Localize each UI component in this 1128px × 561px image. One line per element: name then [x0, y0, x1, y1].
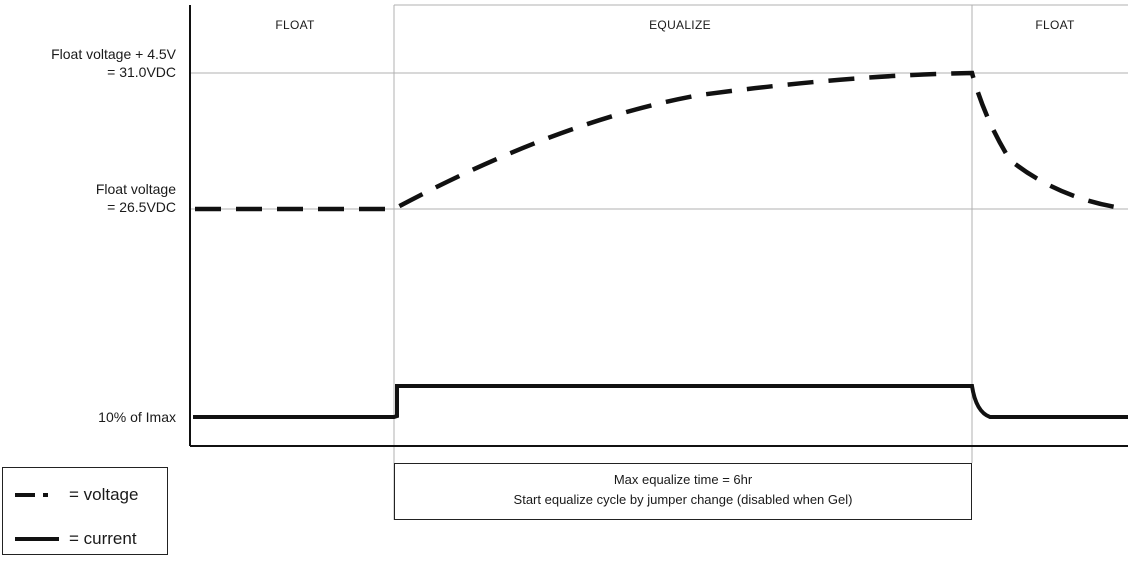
voltage-curve — [195, 70, 1128, 212]
label-high-voltage-line2: = 31.0VDC — [107, 64, 176, 80]
legend: = voltage = current — [2, 467, 168, 555]
legend-current-label: = current — [69, 529, 137, 548]
label-high-voltage-line1: Float voltage + 4.5V — [51, 46, 176, 62]
dashed-line-icon — [15, 493, 48, 497]
legend-voltage: = voltage — [13, 483, 138, 507]
equalize-note-box: Max equalize time = 6hr Start equalize c… — [394, 463, 972, 520]
legend-current: = current — [13, 527, 137, 551]
label-float-voltage-line2: = 26.5VDC — [107, 199, 176, 215]
solid-line-icon — [15, 537, 59, 541]
legend-voltage-label: = voltage — [69, 485, 139, 504]
label-high-voltage: Float voltage + 4.5V = 31.0VDC — [0, 45, 176, 81]
note-line1: Max equalize time = 6hr — [613, 472, 753, 487]
label-current-level: 10% of Imax — [98, 409, 176, 425]
note-line2: Start equalize cycle by jumper change (d… — [513, 492, 853, 507]
current-curve — [193, 384, 1128, 419]
phase-float-left: FLOAT — [275, 18, 315, 32]
phase-equalize: EQUALIZE — [649, 18, 711, 32]
label-float-voltage: Float voltage = 26.5VDC — [0, 180, 176, 216]
phase-float-right: FLOAT — [1035, 18, 1075, 32]
label-float-voltage-line1: Float voltage — [95, 181, 176, 197]
